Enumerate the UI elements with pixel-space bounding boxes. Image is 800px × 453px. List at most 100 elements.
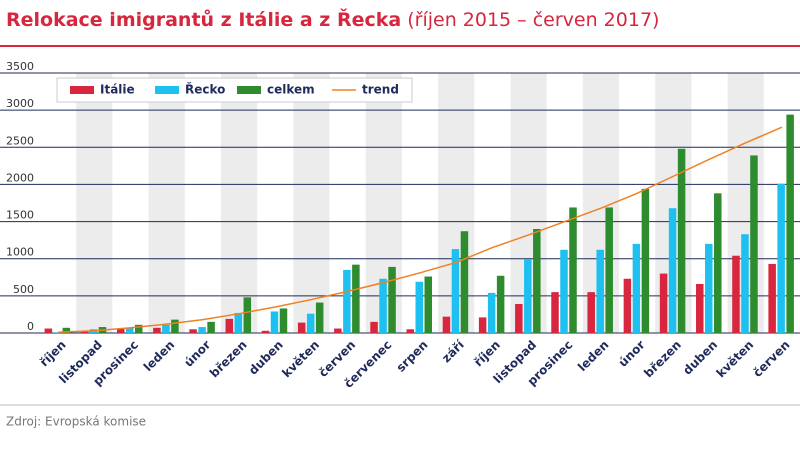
x-tick-label: srpen <box>394 338 431 375</box>
bar <box>551 292 559 333</box>
bar <box>623 278 632 333</box>
bar <box>279 308 288 333</box>
bar <box>487 292 496 333</box>
y-tick-label: 2500 <box>6 134 34 147</box>
legend: Itálie Řecko celkem trend <box>56 77 413 103</box>
bar <box>596 249 604 333</box>
legend-label: Řecko <box>185 82 225 97</box>
bar <box>297 322 306 333</box>
x-tick-label: říjen <box>37 338 69 370</box>
legend-swatch <box>155 86 179 94</box>
bar <box>460 231 469 333</box>
bar <box>677 148 686 333</box>
legend-swatch <box>237 86 261 94</box>
bar <box>524 259 532 333</box>
bar <box>569 207 577 333</box>
x-tick-label: červen <box>750 338 792 380</box>
bar <box>62 327 71 333</box>
x-tick-label: březen <box>641 338 684 381</box>
bar <box>451 249 460 333</box>
bar <box>261 330 270 333</box>
legend-label: Itálie <box>100 83 135 97</box>
x-tick-label: leden <box>575 338 611 374</box>
column-band <box>293 73 330 333</box>
bar <box>750 155 758 333</box>
bar <box>134 324 143 333</box>
bar <box>533 229 541 333</box>
bar <box>515 304 523 333</box>
bar <box>44 328 53 333</box>
x-tick-label: leden <box>141 338 177 374</box>
bar <box>315 302 324 333</box>
bar <box>234 312 243 333</box>
bar <box>270 311 279 333</box>
column-band <box>220 73 258 333</box>
bar <box>352 264 360 333</box>
x-tick-label: květen <box>279 338 322 381</box>
title: Relokace imigrantů z Itálie a z Řecka <box>6 8 401 31</box>
bar <box>705 243 713 333</box>
bar <box>379 278 387 333</box>
bar <box>777 183 785 333</box>
y-tick-label: 3000 <box>6 97 34 110</box>
source: Zdroj: Evropská komise <box>6 415 146 429</box>
bar <box>306 313 315 333</box>
bar <box>560 249 568 333</box>
bar <box>641 188 650 333</box>
bar <box>162 324 170 333</box>
plot: 0500100015002000250030003500říjenlistopa… <box>0 60 800 391</box>
legend-label: trend <box>362 83 399 97</box>
bar <box>424 276 432 333</box>
bar <box>370 321 378 333</box>
bar <box>153 327 161 333</box>
bar <box>171 319 179 333</box>
bar <box>714 193 722 333</box>
bar <box>225 318 234 333</box>
y-tick-label: 2000 <box>6 171 34 184</box>
bar <box>659 273 668 333</box>
x-tick-label: únor <box>616 338 648 370</box>
chart-title: Relokace imigrantů z Itálie a z Řecka (ř… <box>6 8 659 31</box>
x-tick-label: září <box>439 337 467 365</box>
bar <box>786 114 794 333</box>
bar <box>741 234 749 333</box>
bar <box>207 321 215 333</box>
bar <box>406 329 414 333</box>
legend-label: celkem <box>267 83 315 97</box>
bar <box>53 332 62 333</box>
bar <box>668 208 677 333</box>
bar <box>732 255 740 333</box>
bar <box>696 283 704 333</box>
bar <box>587 292 595 333</box>
x-tick-label: květen <box>714 338 757 381</box>
y-tick-label: 0 <box>27 320 34 333</box>
bar <box>116 328 125 333</box>
bar <box>496 275 505 333</box>
bar <box>632 243 641 333</box>
bar <box>243 297 252 333</box>
x-tick-label: březen <box>207 338 250 381</box>
x-tick-label: únor <box>181 338 213 370</box>
column-band <box>76 73 113 333</box>
bar <box>442 316 451 333</box>
bar <box>415 281 423 333</box>
bar <box>343 269 351 333</box>
bar <box>125 327 134 333</box>
subtitle: (říjen 2015 – červen 2017) <box>407 9 659 31</box>
y-tick-label: 3500 <box>6 60 34 73</box>
bar <box>605 207 613 333</box>
bar <box>478 317 487 333</box>
y-tick-label: 1500 <box>6 209 34 222</box>
column-band <box>148 73 185 333</box>
legend-swatch <box>70 86 94 94</box>
bar <box>388 266 396 333</box>
bar <box>768 263 776 333</box>
y-tick-label: 1000 <box>6 246 34 259</box>
bar <box>198 327 206 333</box>
bar <box>189 329 197 333</box>
y-tick-label: 500 <box>13 283 34 296</box>
bar <box>334 328 342 333</box>
x-tick-label: říjen <box>471 338 503 370</box>
trend-line <box>58 126 783 334</box>
